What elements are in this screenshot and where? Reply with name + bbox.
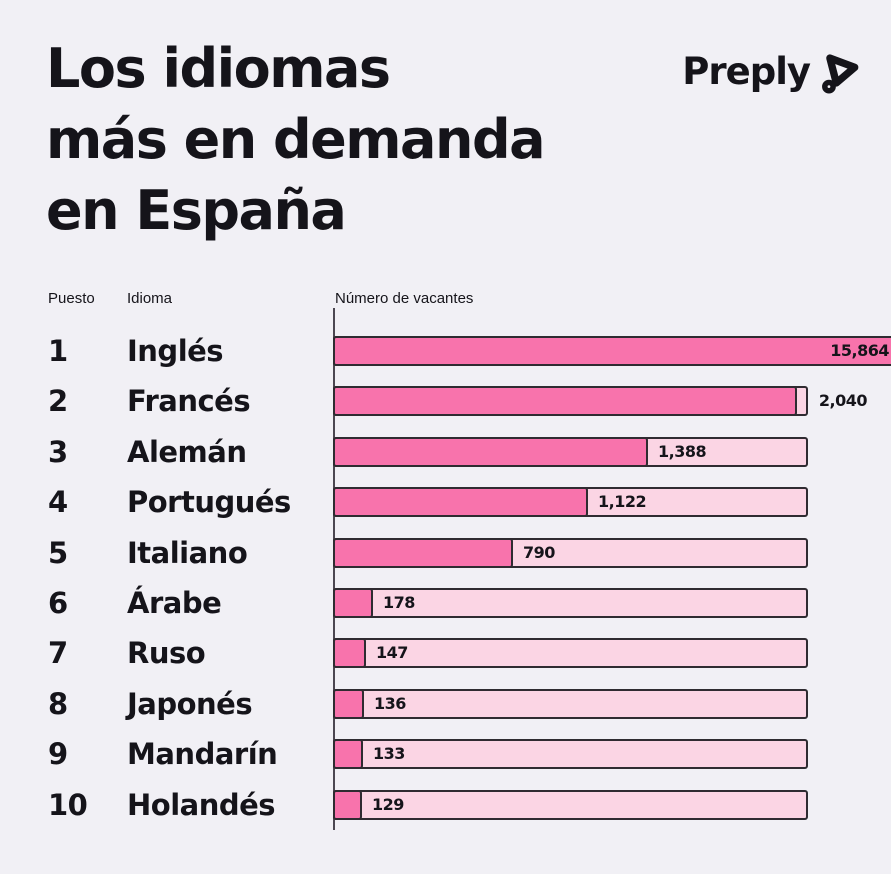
chart-row: 5 Italiano 790	[48, 535, 891, 570]
language-label: Italiano	[127, 535, 248, 570]
column-headers: Puesto Idioma Número de vacantes	[0, 290, 891, 310]
language-label: Árabe	[127, 585, 222, 620]
preply-wordmark: Preply	[682, 49, 811, 93]
chart-row: 2 Francés 2,040	[48, 384, 891, 419]
bar-value-label: 790	[523, 542, 555, 562]
axis-line	[333, 308, 335, 830]
bar-zone: 178	[333, 587, 891, 618]
chart-row: 7 Ruso 147	[48, 636, 891, 671]
bar-fill	[333, 688, 364, 719]
bar-fill	[333, 436, 648, 467]
bar-fill	[333, 638, 366, 669]
bar-value-label: 136	[374, 693, 406, 713]
language-label: Ruso	[127, 636, 206, 671]
bar-value-label: 1,122	[598, 492, 647, 512]
column-header-language: Idioma	[127, 290, 173, 307]
language-label: Alemán	[127, 434, 247, 469]
title-line-2: más en demanda	[46, 108, 546, 171]
chart-row: 1 Inglés 15,864	[48, 334, 891, 368]
bar-value-label: 129	[372, 794, 404, 814]
preply-logo: Preply	[682, 46, 863, 96]
bar-fill	[333, 739, 363, 770]
language-label: Francés	[127, 384, 251, 419]
bar-zone: 790	[333, 537, 891, 568]
bar-value-label: 133	[373, 744, 405, 764]
rank-label: 8	[48, 686, 68, 721]
bar-chart-rows: 1 Inglés 15,864 2 Francés 2,040 3 Alemán…	[48, 334, 891, 822]
rank-label: 1	[48, 334, 68, 368]
rank-label: 9	[48, 737, 68, 772]
bar-fill	[333, 587, 373, 618]
bar-zone: 1,122	[333, 487, 891, 518]
bar-track	[333, 789, 808, 820]
rank-label: 6	[48, 585, 68, 620]
bar-zone: 2,040	[333, 386, 891, 417]
chart-row: 8 Japonés 136	[48, 686, 891, 721]
chart-row: 3 Alemán 1,388	[48, 434, 891, 469]
bar-fill	[333, 386, 797, 417]
chart-row: 9 Mandarín 133	[48, 737, 891, 772]
bar-zone: 1,388	[333, 436, 891, 467]
rank-label: 3	[48, 434, 68, 469]
bar-fill	[333, 336, 891, 366]
language-label: Mandarín	[127, 737, 278, 772]
bar-track	[333, 638, 808, 669]
language-label: Inglés	[127, 334, 224, 368]
column-header-value: Número de vacantes	[335, 290, 474, 307]
rank-label: 7	[48, 636, 68, 671]
chart-row: 10 Holandés 129	[48, 787, 891, 822]
chart-row: 4 Portugués 1,122	[48, 485, 891, 520]
bar-zone: 147	[333, 638, 891, 669]
language-label: Japonés	[127, 686, 253, 721]
bar-track	[333, 739, 808, 770]
language-label: Holandés	[127, 787, 276, 822]
bar-zone: 129	[333, 789, 891, 820]
bar-fill	[333, 487, 588, 518]
rank-label: 10	[48, 787, 88, 822]
bar-value-label: 2,040	[818, 391, 868, 411]
bar-zone: 133	[333, 739, 891, 770]
language-label: Portugués	[127, 485, 291, 520]
bar-fill	[333, 537, 513, 568]
column-header-rank: Puesto	[48, 290, 95, 307]
bar-fill	[333, 789, 362, 820]
page-title: Los idiomas más en demanda en España	[46, 33, 546, 246]
rank-label: 5	[48, 535, 68, 570]
title-line-1: Los idiomas	[46, 37, 391, 100]
bar-value-label: 1,388	[658, 441, 707, 461]
rank-label: 4	[48, 485, 68, 520]
rank-label: 2	[48, 384, 68, 419]
preply-play-icon	[822, 54, 859, 94]
bar-zone: 136	[333, 688, 891, 719]
bar-value-label: 147	[376, 643, 408, 663]
chart-row: 6 Árabe 178	[48, 585, 891, 620]
bar-track	[333, 688, 808, 719]
title-line-3: en España	[46, 179, 347, 242]
bar-value-label: 15,864	[830, 341, 889, 360]
bar-zone: 15,864	[333, 336, 891, 366]
bar-value-label: 178	[383, 592, 415, 612]
